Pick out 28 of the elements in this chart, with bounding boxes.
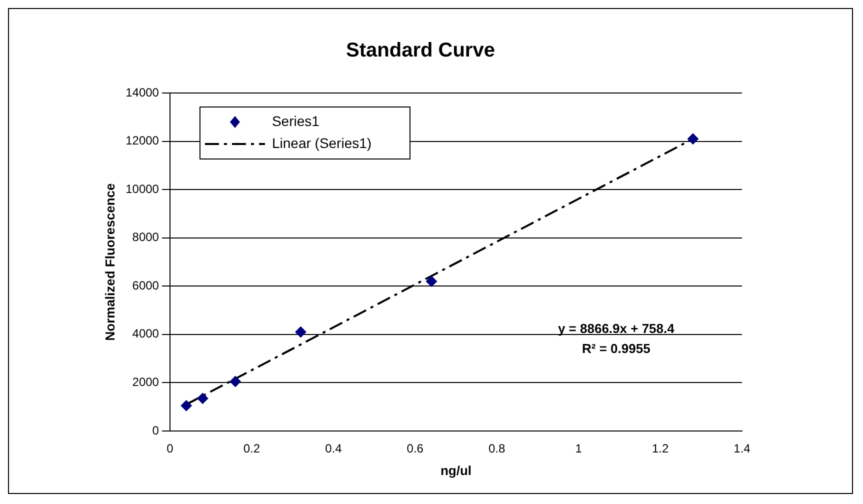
x-tick-label: 0 <box>166 442 174 456</box>
x-tick-label: 1.4 <box>734 442 751 456</box>
y-axis-title: Normalized Fluorescence <box>102 183 118 341</box>
x-axis-title: ng/ul <box>440 462 472 478</box>
y-tick-label: 12000 <box>126 134 160 148</box>
point <box>426 276 437 287</box>
x-tick-label: 0.2 <box>243 442 260 456</box>
point <box>295 326 306 338</box>
point <box>180 400 192 412</box>
x-tick-label: 0.6 <box>406 442 424 456</box>
y-tick-label: 10000 <box>126 182 160 196</box>
point <box>230 376 241 388</box>
annotation: R² = 0.9955 <box>582 341 650 356</box>
x-tick-label: 0.8 <box>488 442 506 456</box>
y-tick-label: 0 <box>152 423 160 438</box>
legend-label: Linear (Series1) <box>272 134 372 151</box>
point <box>687 133 698 144</box>
legend-label: Series1 <box>272 112 320 129</box>
point <box>197 392 208 404</box>
x-tick-label: 1 <box>575 442 582 456</box>
y-tick-label: 14000 <box>126 85 160 100</box>
x-tick-label: 0.4 <box>325 442 342 456</box>
x-tick-label: 1.2 <box>652 442 669 456</box>
y-tick-label: 2000 <box>132 375 160 390</box>
y-tick-label: 4000 <box>132 326 160 341</box>
chart-title: Standard Curve <box>346 40 495 62</box>
y-tick-label: 8000 <box>132 230 160 244</box>
y-tick-label: 6000 <box>132 278 160 292</box>
